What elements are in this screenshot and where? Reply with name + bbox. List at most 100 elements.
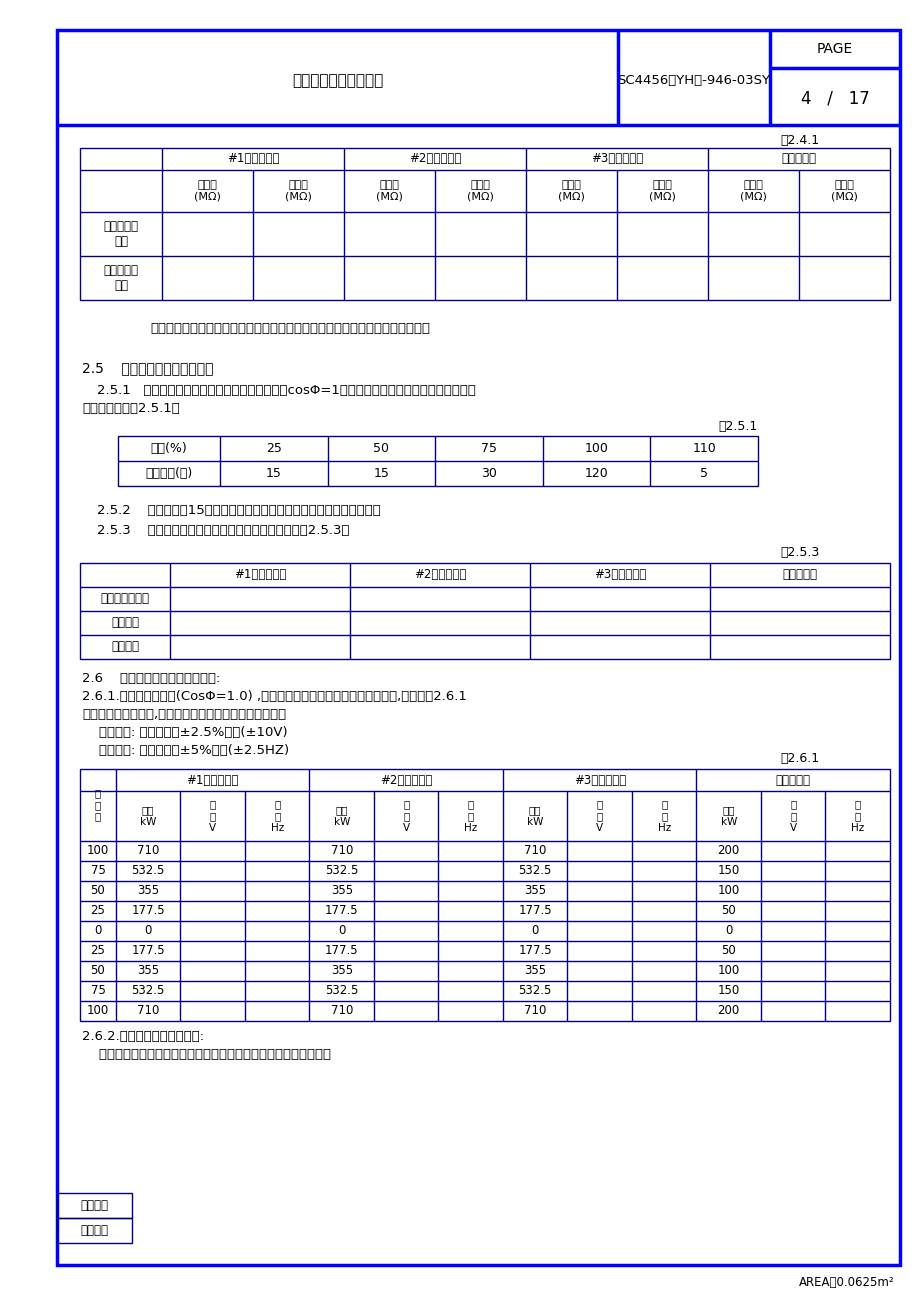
Text: 电
压
V: 电 压 V xyxy=(596,799,603,833)
Text: 532.5: 532.5 xyxy=(131,985,165,998)
Text: SC4456（YH）-946-03SY: SC4456（YH）-946-03SY xyxy=(617,74,770,87)
Text: 355: 355 xyxy=(524,885,546,898)
Text: 环境温度: 环境温度 xyxy=(111,640,139,653)
Text: #3柴油发电机: #3柴油发电机 xyxy=(590,152,642,165)
Text: 2.6    柴油发电机调压和调速试验:: 2.6 柴油发电机调压和调速试验: xyxy=(82,673,221,686)
Text: 177.5: 177.5 xyxy=(324,945,358,958)
Text: 710: 710 xyxy=(330,844,353,857)
Text: 负
荷
率: 负 荷 率 xyxy=(95,788,101,822)
Text: 输出
kW: 输出 kW xyxy=(527,805,543,827)
Text: 532.5: 532.5 xyxy=(324,864,358,877)
Text: 25: 25 xyxy=(90,904,106,917)
Text: 15: 15 xyxy=(373,467,389,480)
Text: 电压变化: 额定电压的±2.5%之内(±10V): 电压变化: 额定电压的±2.5%之内(±10V) xyxy=(82,726,288,739)
Text: 150: 150 xyxy=(717,864,739,877)
Text: 电气部分系泊试验大纲: 电气部分系泊试验大纲 xyxy=(291,73,382,88)
Bar xyxy=(80,148,889,301)
Text: 355: 355 xyxy=(330,964,352,977)
Text: 发电机绕组温度: 发电机绕组温度 xyxy=(100,592,150,605)
Bar xyxy=(118,436,757,487)
Text: PAGE: PAGE xyxy=(816,42,852,56)
Text: 2.6.1.用水电阴作负载(CosΦ=1.0) ,把每一台发电机调整到额定电压和频率,然后按表2.6.1: 2.6.1.用水电阴作负载(CosΦ=1.0) ,把每一台发电机调整到额定电压和… xyxy=(82,691,466,704)
Text: #2柴油发电机: #2柴油发电机 xyxy=(380,774,432,787)
Text: 表2.4.1: 表2.4.1 xyxy=(780,134,819,147)
Text: AREA：0.0625m²: AREA：0.0625m² xyxy=(799,1276,894,1289)
Text: 710: 710 xyxy=(524,1004,546,1017)
Text: 50: 50 xyxy=(720,945,735,958)
Text: 频率变化: 额定频率的±5%之内(±2.5HZ): 频率变化: 额定频率的±5%之内(±2.5HZ) xyxy=(82,744,289,757)
Text: 旧底图总: 旧底图总 xyxy=(81,1200,108,1213)
Text: 25: 25 xyxy=(90,945,106,958)
Text: 177.5: 177.5 xyxy=(131,945,165,958)
Text: 710: 710 xyxy=(137,844,159,857)
Text: 100: 100 xyxy=(86,844,109,857)
Text: 试验后
(MΩ): 试验后 (MΩ) xyxy=(830,181,857,202)
Bar xyxy=(57,1193,131,1218)
Text: #2柴油发电机: #2柴油发电机 xyxy=(408,152,460,165)
Text: #3柴油发电机: #3柴油发电机 xyxy=(573,774,625,787)
Text: 200: 200 xyxy=(717,1004,739,1017)
Text: 355: 355 xyxy=(137,885,159,898)
Text: 710: 710 xyxy=(330,1004,353,1017)
Text: #1柴油发电机: #1柴油发电机 xyxy=(227,152,278,165)
Text: 表2.5.1: 表2.5.1 xyxy=(718,419,757,432)
Text: 试验前
(MΩ): 试验前 (MΩ) xyxy=(376,181,403,202)
Text: 110: 110 xyxy=(692,442,715,455)
Text: 应急发电机: 应急发电机 xyxy=(775,774,810,787)
Text: 15: 15 xyxy=(266,467,281,480)
Text: 发电机绕组
对地: 发电机绕组 对地 xyxy=(103,220,139,248)
Text: 4   /   17: 4 / 17 xyxy=(800,90,868,108)
Text: 2.5.2    在工况稳兢15分钟后各运行工况下的电压、电流、频率和功率。: 2.5.2 在工况稳兢15分钟后各运行工况下的电压、电流、频率和功率。 xyxy=(96,503,380,516)
Text: 100: 100 xyxy=(717,885,739,898)
Text: 2.6.2.柴油发电机组加载试验:: 2.6.2.柴油发电机组加载试验: xyxy=(82,1029,204,1042)
Text: 532.5: 532.5 xyxy=(131,864,165,877)
Text: 注意：对于半导体整流器，试验时应与主电路断开，用万用表测量其绝缘电阴。: 注意：对于半导体整流器，试验时应与主电路断开，用万用表测量其绝缘电阴。 xyxy=(150,321,429,334)
Text: 532.5: 532.5 xyxy=(518,985,551,998)
Text: 调节每台发电机负载,测量并记录每档电压、频率变化値。: 调节每台发电机负载,测量并记录每档电压、频率变化値。 xyxy=(82,709,286,722)
Text: 运行时间按照表2.5.1。: 运行时间按照表2.5.1。 xyxy=(82,402,179,415)
Text: 本试验要验证瞬态电压、频率变化及恢复时间应在允许的范围内。: 本试验要验证瞬态电压、频率变化及恢复时间应在允许的范围内。 xyxy=(82,1047,331,1060)
Text: 50: 50 xyxy=(91,964,106,977)
Text: 频
率
Hz: 频 率 Hz xyxy=(657,799,670,833)
Text: 电
压
V: 电 压 V xyxy=(209,799,216,833)
Text: 电
压
V: 电 压 V xyxy=(789,799,796,833)
Text: 50: 50 xyxy=(720,904,735,917)
Text: 25: 25 xyxy=(266,442,281,455)
Text: 频
率
Hz: 频 率 Hz xyxy=(270,799,284,833)
Text: 75: 75 xyxy=(481,442,496,455)
Text: 2.5.1   发电机的负荷试验将用一个可调水电阴（cosΦ=1）连接到主配电板的母线排。发电机的: 2.5.1 发电机的负荷试验将用一个可调水电阴（cosΦ=1）连接到主配电板的母… xyxy=(96,384,475,397)
Text: 100: 100 xyxy=(717,964,739,977)
Text: 200: 200 xyxy=(717,844,739,857)
Text: 177.5: 177.5 xyxy=(518,945,551,958)
Text: 710: 710 xyxy=(524,844,546,857)
Text: 输出
kW: 输出 kW xyxy=(720,805,736,827)
Text: 0: 0 xyxy=(724,925,732,938)
Text: 试验前
(MΩ): 试验前 (MΩ) xyxy=(194,181,221,202)
Text: 2.5.3    负载试验后记录每相绕组和轴承温度，记入表2.5.3。: 2.5.3 负载试验后记录每相绕组和轴承温度，记入表2.5.3。 xyxy=(96,524,349,537)
Text: 试验后
(MΩ): 试验后 (MΩ) xyxy=(285,181,312,202)
Text: 75: 75 xyxy=(90,985,106,998)
Text: 355: 355 xyxy=(330,885,352,898)
Text: 50: 50 xyxy=(91,885,106,898)
Text: 试验后
(MΩ): 试验后 (MΩ) xyxy=(467,181,494,202)
Bar xyxy=(80,769,889,1021)
Text: 355: 355 xyxy=(137,964,159,977)
Text: 177.5: 177.5 xyxy=(324,904,358,917)
Text: 0: 0 xyxy=(95,925,102,938)
Text: 150: 150 xyxy=(717,985,739,998)
Text: 30: 30 xyxy=(481,467,496,480)
Text: 应急发电机: 应急发电机 xyxy=(782,569,817,582)
Text: #2柴油发电机: #2柴油发电机 xyxy=(414,569,466,582)
Bar xyxy=(80,563,889,660)
Text: 0: 0 xyxy=(531,925,539,938)
Text: 试验前
(MΩ): 试验前 (MΩ) xyxy=(558,181,584,202)
Text: #3柴油发电机: #3柴油发电机 xyxy=(594,569,645,582)
Text: 177.5: 177.5 xyxy=(518,904,551,917)
Text: 轴承温度: 轴承温度 xyxy=(111,617,139,630)
Text: 应急发电机: 应急发电机 xyxy=(780,152,816,165)
Text: 532.5: 532.5 xyxy=(324,985,358,998)
Text: 试验后
(MΩ): 试验后 (MΩ) xyxy=(649,181,675,202)
Text: 5: 5 xyxy=(699,467,708,480)
Text: 试验前
(MΩ): 试验前 (MΩ) xyxy=(739,181,766,202)
Text: 100: 100 xyxy=(86,1004,109,1017)
